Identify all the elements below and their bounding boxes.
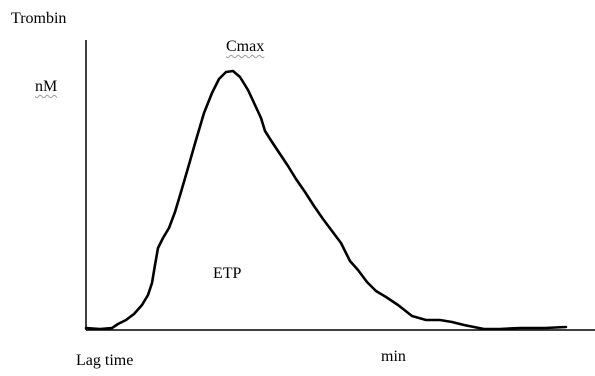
y-axis-title: Trombin <box>11 10 67 27</box>
y-unit-label: nM <box>35 78 58 95</box>
thrombin-curve <box>84 69 568 331</box>
lag-time-label: Lag time <box>76 352 134 369</box>
etp-label: ETP <box>213 265 242 282</box>
x-unit-label: min <box>381 348 406 365</box>
cmax-label: Cmax <box>226 38 265 55</box>
